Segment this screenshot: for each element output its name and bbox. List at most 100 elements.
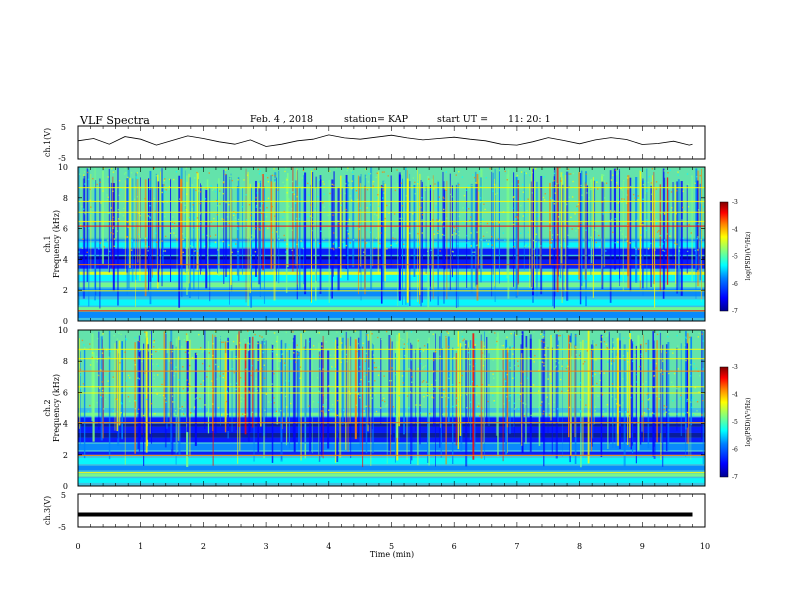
spectral-speckle [312,355,315,357]
spectral-streak [155,173,157,264]
spectral-speckle [684,210,686,213]
spectral-speckle [273,347,276,349]
spectral-streak [647,339,650,449]
spectral-speckle [161,240,163,242]
spectral-speckle [617,186,619,188]
spectral-speckle [655,362,657,365]
spectral-speckle [579,350,582,352]
spectral-speckle [605,250,607,252]
spectral-speckle [317,401,319,403]
spectral-speckle [172,223,174,225]
spectral-speckle [119,212,121,214]
spectral-speckle [212,354,214,357]
spectral-speckle [565,224,568,227]
spectral-speckle [325,341,327,343]
spectral-speckle [446,331,448,333]
spectral-speckle [358,228,361,230]
spectral-speckle [432,333,434,335]
spectral-speckle [543,365,545,367]
freq-tick-label: 8 [63,357,68,366]
spectral-streak [455,184,458,309]
spectral-speckle [202,380,205,382]
spectral-speckle [485,239,488,242]
spectral-speckle [276,353,278,356]
spectral-speckle [350,386,352,389]
spectral-speckle [130,249,133,251]
spectral-speckle [286,247,288,250]
spectral-speckle [461,335,464,338]
spectral-speckle [206,411,209,414]
spectral-speckle [602,410,605,412]
spectral-speckle [526,209,528,212]
spectral-speckle [533,331,535,333]
spectral-speckle [390,379,393,382]
spectral-speckle [483,345,485,348]
spectral-speckle [123,173,126,175]
spectral-speckle [616,187,618,189]
spectral-streak [619,333,621,427]
spectral-speckle [359,207,362,209]
spectral-speckle [144,331,146,333]
spectral-speckle [99,394,102,396]
spectral-speckle [383,397,385,400]
start-time-value: 11: 20: 1 [508,114,551,125]
spectral-streak [505,339,508,456]
spectral-speckle [269,388,271,391]
spectral-streak [303,175,305,285]
spectral-streak [244,343,247,435]
spectral-speckle [600,341,602,343]
spectral-speckle [492,373,494,375]
spectral-speckle [401,205,404,207]
spectral-speckle [293,193,295,196]
spectral-speckle [101,352,104,354]
spectral-speckle [455,174,457,176]
spectral-speckle [400,346,402,348]
spectral-speckle [274,215,276,217]
spectral-speckle [365,176,368,178]
spectral-speckle [308,405,310,407]
spectral-speckle [104,398,107,401]
spectral-speckle [552,199,554,201]
spectral-speckle [340,192,342,194]
spectral-speckle [455,227,458,230]
spectral-speckle [176,239,178,241]
spectral-speckle [462,339,464,342]
spectral-speckle [165,401,167,404]
spectral-speckle [443,208,445,211]
spectral-speckle [510,332,512,335]
spectral-speckle [102,167,105,170]
spectral-streak [206,179,209,276]
spectral-speckle [366,229,368,231]
spectral-speckle [611,383,614,385]
spectral-speckle [80,387,82,389]
spectral-streak [684,331,687,430]
spectral-speckle [406,343,409,345]
spectral-streak [394,353,396,463]
spectral-speckle [627,359,629,361]
spectral-speckle [194,398,196,400]
ch3-waveform-panel: 5 -5 ch.3(V) 0 1 2 3 4 5 6 7 8 9 10 Time (min) [43,491,710,559]
spectral-streak [189,339,191,457]
spectral-speckle [403,343,406,345]
spectral-streak [247,351,250,442]
spectral-streak [112,183,115,292]
spectral-streak [551,347,553,455]
spectral-speckle [112,227,114,229]
spectral-speckle [196,171,198,174]
spectral-speckle [614,241,616,244]
spectral-speckle [457,400,460,403]
spectral-speckle [227,340,229,343]
spectral-speckle [682,190,684,192]
spectral-speckle [570,346,572,349]
time-tick-label: 1 [138,542,143,551]
spectral-speckle [365,352,368,355]
spectral-speckle [246,174,249,176]
spectral-speckle [603,197,606,199]
spectral-speckle [599,372,601,374]
spectral-speckle [543,176,546,178]
spectral-streak [540,175,543,295]
spectral-speckle [393,213,396,215]
spectral-speckle [210,185,212,187]
spectral-streak [166,353,168,429]
spectral-speckle [455,233,457,235]
